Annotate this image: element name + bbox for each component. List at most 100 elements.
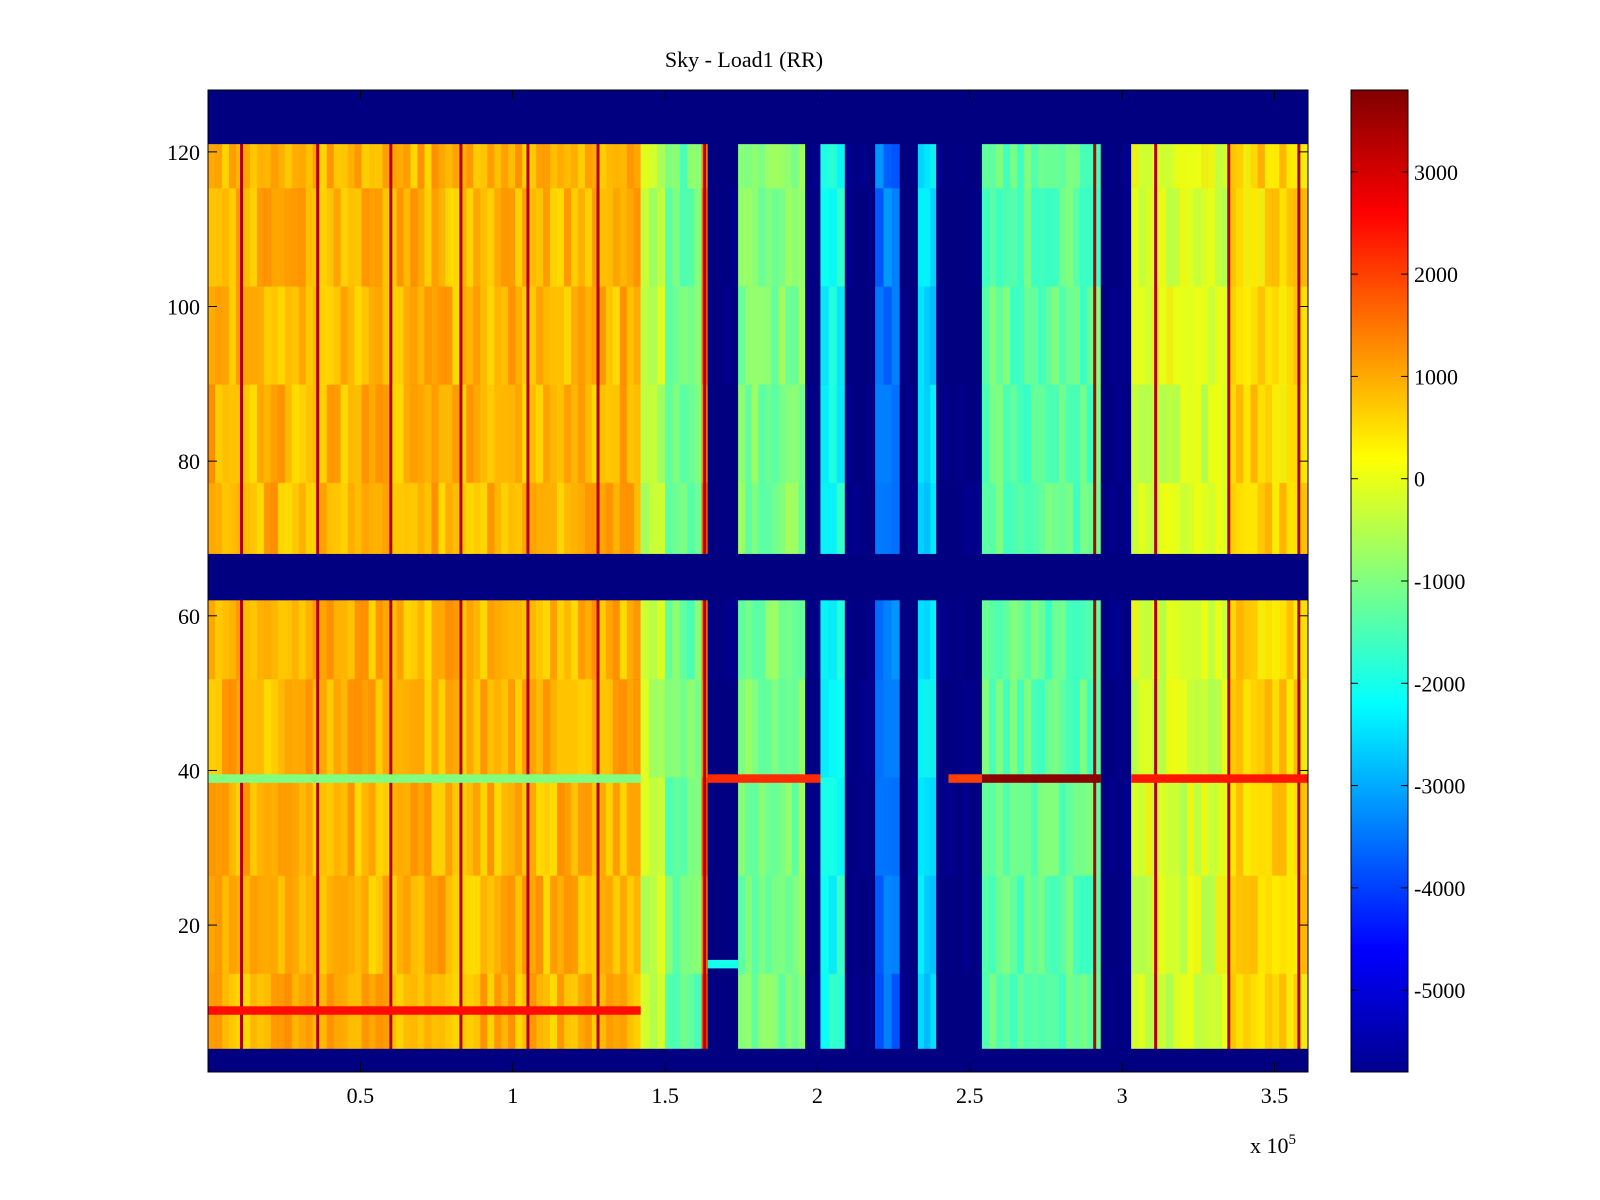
heatmap-cell — [820, 482, 830, 582]
heatmap-cell — [375, 581, 383, 680]
heatmap-cell — [1108, 482, 1117, 582]
heatmap-cell — [1051, 286, 1060, 386]
heatmap-cell — [1051, 875, 1060, 975]
heatmap-cell — [738, 482, 746, 582]
colorbar-tick-label: -4000 — [1414, 876, 1465, 901]
heatmap-cell — [221, 188, 230, 287]
heatmap-cell — [955, 384, 963, 484]
heatmap-cell — [536, 679, 544, 778]
heatmap-cell — [570, 188, 579, 287]
heatmap-cell — [1016, 973, 1025, 1073]
heatmap-cell — [917, 875, 925, 975]
heatmap-cell — [968, 875, 976, 975]
heatmap-cell — [962, 384, 970, 484]
heatmap-cell — [679, 777, 688, 877]
heatmap-cell — [424, 482, 432, 582]
heatmap-cell — [891, 581, 901, 680]
heatmap-cell — [924, 875, 931, 975]
heatmap-cell — [911, 581, 919, 680]
heatmap-cell — [936, 482, 944, 582]
heatmap-cell — [598, 581, 607, 680]
heatmap-cell — [798, 581, 806, 680]
heatmap-cell — [487, 384, 495, 484]
heatmap-cell — [459, 875, 467, 975]
heatmap-cell — [955, 286, 963, 386]
heatmap-cell — [1286, 384, 1295, 484]
heatmap-cell — [751, 875, 759, 975]
heatmap-cell — [1166, 482, 1174, 582]
heatmap-cell — [751, 777, 759, 877]
heatmap-cell — [687, 679, 695, 778]
heatmap-cell — [765, 188, 773, 287]
heatmap-cell — [988, 384, 997, 484]
heatmap-cell — [340, 188, 349, 287]
heatmap-cell — [466, 679, 474, 778]
heatmap-cell — [1086, 188, 1095, 287]
heatmap-cell — [1159, 581, 1167, 680]
heatmap-cell — [494, 581, 502, 680]
heatmap-cell — [1009, 188, 1018, 287]
heatmap-cell — [542, 679, 551, 778]
heatmap-cell — [480, 384, 488, 484]
heatmap-cell — [1116, 286, 1125, 386]
heatmap-cell — [1002, 777, 1011, 877]
heatmap-cell — [424, 973, 432, 1073]
heatmap-cell — [277, 286, 286, 386]
heatmap-cell — [962, 679, 970, 778]
heatmap-cell — [1300, 581, 1309, 680]
heatmap-cell — [836, 188, 846, 287]
heatmap-cell — [1193, 777, 1202, 877]
heatmap-cell — [1250, 581, 1259, 680]
heatmap-cell — [860, 777, 869, 877]
heatmap-cell — [765, 384, 773, 484]
heatmap-cell — [1159, 973, 1167, 1073]
heatmap-cell — [687, 875, 695, 975]
heatmap-cell — [431, 384, 439, 484]
heatmap-cell — [778, 482, 786, 582]
heatmap-cell — [556, 581, 565, 680]
heatmap-cell — [883, 482, 893, 582]
heatmap-cell — [672, 875, 681, 975]
heatmap-cell — [340, 973, 349, 1073]
heatmap-cell — [389, 581, 397, 680]
heatmap-cell — [396, 875, 404, 975]
heatmap-cell — [899, 777, 907, 877]
heatmap-cell — [228, 188, 237, 287]
heatmap-cell — [1221, 777, 1230, 877]
heatmap-cell — [1051, 777, 1060, 877]
heatmap-cell — [459, 679, 467, 778]
heatmap-cell — [1100, 188, 1109, 287]
heatmap-cell — [382, 875, 390, 975]
heatmap-cell — [501, 581, 509, 680]
heatmap-cell — [263, 973, 272, 1073]
heatmap-cell — [605, 482, 614, 582]
heatmap-cell — [396, 777, 404, 877]
heatmap-cell — [626, 482, 635, 582]
heatmap-cell — [995, 581, 1004, 680]
heatmap-cell — [633, 581, 642, 680]
heatmap-cell — [844, 188, 853, 287]
heatmap-cell — [556, 286, 565, 386]
heatmap-cell — [389, 384, 397, 484]
heatmap-cell — [679, 875, 688, 975]
heatmap-cell — [1145, 777, 1153, 877]
heatmap-cell — [722, 286, 732, 386]
heatmap-cell — [542, 384, 551, 484]
heatmap-cell — [1271, 384, 1280, 484]
heatmap-cell — [633, 777, 642, 877]
heatmap-cell — [284, 875, 293, 975]
heatmap-cell — [1193, 581, 1202, 680]
heatmap-cell — [744, 384, 753, 484]
heatmap-cell — [508, 384, 516, 484]
heatmap-cell — [410, 875, 418, 975]
heatmap-cell — [1037, 973, 1046, 1073]
heatmap-cell — [438, 875, 446, 975]
heatmap-cell — [431, 286, 439, 386]
heatmap-cell — [844, 581, 853, 680]
heatmap-cell — [791, 875, 800, 975]
heatmap-cell — [911, 188, 919, 287]
heatmap-cell — [452, 777, 460, 877]
heatmap-cell — [942, 581, 950, 680]
heatmap-cell — [382, 188, 390, 287]
heatmap-cell — [1186, 679, 1195, 778]
